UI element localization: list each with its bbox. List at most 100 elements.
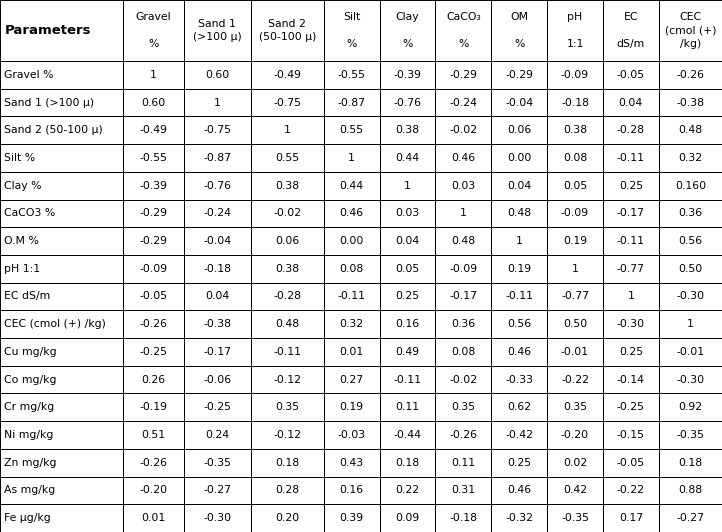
Bar <box>380 117 435 144</box>
Text: 0.03: 0.03 <box>451 181 476 190</box>
Text: 0.11: 0.11 <box>451 458 475 468</box>
Text: 0.03: 0.03 <box>396 209 419 218</box>
Text: 1: 1 <box>572 264 578 274</box>
Text: -0.44: -0.44 <box>393 430 422 440</box>
Bar <box>184 144 251 172</box>
Bar <box>251 61 323 89</box>
Text: -0.76: -0.76 <box>393 97 422 107</box>
Bar <box>184 227 251 255</box>
Text: 0.38: 0.38 <box>563 125 587 135</box>
Bar <box>251 144 323 172</box>
Text: 0.25: 0.25 <box>619 181 643 190</box>
Text: Ni mg/kg: Ni mg/kg <box>4 430 53 440</box>
Bar <box>251 477 323 504</box>
Bar <box>658 394 722 421</box>
Text: -0.30: -0.30 <box>677 292 705 302</box>
Bar <box>658 61 722 89</box>
Bar <box>380 89 435 117</box>
Text: 1: 1 <box>348 153 355 163</box>
Bar <box>491 200 547 227</box>
Bar <box>0 255 123 282</box>
Text: OM

%: OM % <box>510 12 529 49</box>
Text: 0.00: 0.00 <box>339 236 364 246</box>
Bar <box>435 477 491 504</box>
Bar <box>123 172 184 200</box>
Text: -0.87: -0.87 <box>338 97 366 107</box>
Text: Co mg/kg: Co mg/kg <box>4 375 57 385</box>
Bar <box>603 366 658 394</box>
Text: 1: 1 <box>687 319 694 329</box>
Bar <box>184 89 251 117</box>
Text: -0.24: -0.24 <box>449 97 477 107</box>
Text: -0.28: -0.28 <box>274 292 301 302</box>
Bar <box>323 338 380 366</box>
Text: CEC
(cmol (+)
/kg): CEC (cmol (+) /kg) <box>665 12 716 49</box>
Text: 0.56: 0.56 <box>507 319 531 329</box>
Text: -0.03: -0.03 <box>338 430 366 440</box>
Text: -0.18: -0.18 <box>561 97 589 107</box>
Bar <box>323 449 380 477</box>
Bar <box>547 477 603 504</box>
Text: -0.12: -0.12 <box>274 375 301 385</box>
Text: 0.08: 0.08 <box>563 153 587 163</box>
Bar <box>0 172 123 200</box>
Text: 0.50: 0.50 <box>678 264 703 274</box>
Text: 0.46: 0.46 <box>507 347 531 357</box>
Text: Cu mg/kg: Cu mg/kg <box>4 347 57 357</box>
Bar <box>0 338 123 366</box>
Bar <box>547 172 603 200</box>
Bar <box>658 255 722 282</box>
Bar <box>323 282 380 310</box>
Bar <box>323 89 380 117</box>
Text: 0.18: 0.18 <box>396 458 419 468</box>
Bar <box>380 477 435 504</box>
Text: 0.88: 0.88 <box>678 485 703 495</box>
Text: -0.12: -0.12 <box>274 430 301 440</box>
Text: 0.44: 0.44 <box>339 181 364 190</box>
Bar <box>323 0 380 61</box>
Bar <box>323 477 380 504</box>
Text: -0.06: -0.06 <box>204 375 232 385</box>
Bar <box>123 0 184 61</box>
Text: 0.160: 0.160 <box>675 181 706 190</box>
Text: Sand 2 (50-100 μ): Sand 2 (50-100 μ) <box>4 125 103 135</box>
Text: 0.35: 0.35 <box>451 402 475 412</box>
Text: 0.46: 0.46 <box>451 153 475 163</box>
Bar <box>658 282 722 310</box>
Bar <box>0 449 123 477</box>
Text: -0.11: -0.11 <box>393 375 422 385</box>
Text: 0.04: 0.04 <box>507 181 531 190</box>
Text: -0.33: -0.33 <box>505 375 533 385</box>
Text: -0.02: -0.02 <box>449 125 477 135</box>
Bar <box>658 0 722 61</box>
Text: 0.25: 0.25 <box>396 292 419 302</box>
Bar <box>323 144 380 172</box>
Text: 1: 1 <box>214 97 221 107</box>
Text: Fe μg/kg: Fe μg/kg <box>4 513 51 523</box>
Text: 0.48: 0.48 <box>678 125 703 135</box>
Bar <box>603 61 658 89</box>
Bar <box>491 338 547 366</box>
Bar <box>491 477 547 504</box>
Bar <box>435 504 491 532</box>
Bar <box>658 227 722 255</box>
Text: -0.26: -0.26 <box>139 458 168 468</box>
Text: CaCO3 %: CaCO3 % <box>4 209 56 218</box>
Bar <box>491 310 547 338</box>
Bar <box>435 89 491 117</box>
Bar <box>603 338 658 366</box>
Bar <box>123 117 184 144</box>
Bar <box>184 255 251 282</box>
Bar <box>491 421 547 449</box>
Text: -0.25: -0.25 <box>617 402 645 412</box>
Bar <box>380 366 435 394</box>
Bar <box>184 117 251 144</box>
Bar <box>323 61 380 89</box>
Text: Silt

%: Silt % <box>343 12 360 49</box>
Bar <box>547 504 603 532</box>
Text: 1: 1 <box>150 70 157 80</box>
Text: 0.06: 0.06 <box>507 125 531 135</box>
Text: -0.55: -0.55 <box>139 153 168 163</box>
Bar <box>123 394 184 421</box>
Text: -0.30: -0.30 <box>677 375 705 385</box>
